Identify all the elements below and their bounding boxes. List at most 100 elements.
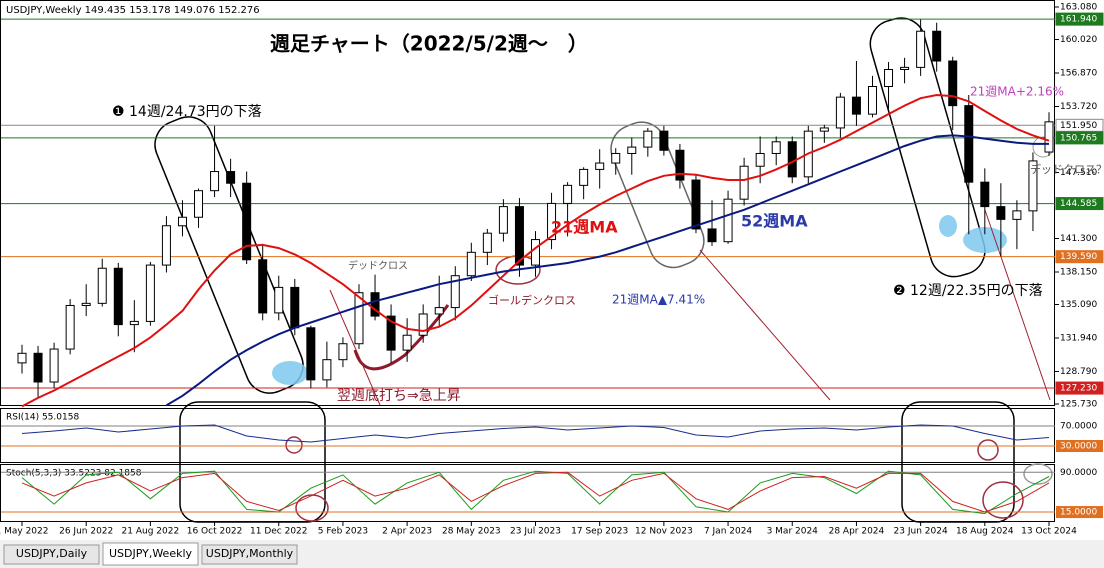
level-label: 151.950 — [1060, 121, 1097, 131]
candle-body — [194, 190, 204, 218]
candle-body — [466, 251, 476, 277]
level-label-bg — [1056, 506, 1103, 519]
level-label: 30.0000 — [1060, 442, 1097, 452]
level-label: 144.585 — [1060, 199, 1097, 209]
x-tick-label: 1 May 2022 — [0, 527, 48, 537]
y-tick-label: 125.730 — [1060, 400, 1097, 410]
candle-body — [306, 327, 316, 381]
ma-line — [165, 134, 1049, 407]
candle-body — [434, 307, 444, 315]
bottom-mark — [272, 361, 308, 385]
level-label-bg — [1056, 466, 1103, 479]
candle-body — [755, 152, 765, 167]
circle — [285, 436, 303, 454]
x-tick-label: 11 Dec 2022 — [250, 527, 308, 537]
panel-box — [179, 401, 326, 523]
candle-body — [33, 352, 43, 383]
y-tick-label: 138.150 — [1060, 267, 1097, 277]
panel-box — [901, 401, 1015, 523]
candle-body — [65, 304, 75, 350]
candle-body — [851, 96, 861, 115]
candle-body — [980, 181, 990, 208]
candle-body — [129, 320, 139, 326]
y-tick-label: 160.020 — [1060, 35, 1097, 45]
trend-line — [699, 249, 831, 401]
x-tick-label: 16 Oct 2022 — [187, 527, 243, 537]
candle-body — [482, 232, 492, 253]
decline-box — [154, 116, 304, 394]
stoch-line — [21, 471, 1050, 513]
candle-body — [611, 152, 621, 164]
circle — [977, 439, 999, 461]
chart-title: 週足チャート（2022/5/2週～ ） — [270, 32, 588, 56]
candle-body — [210, 171, 220, 192]
ma-line — [21, 93, 1050, 408]
candle-body — [964, 105, 974, 183]
stoch-panel — [0, 464, 1055, 522]
bottom-mark — [963, 227, 1007, 253]
candle-body — [338, 343, 348, 361]
candle-body — [274, 286, 284, 314]
candle-body — [514, 206, 524, 266]
level-label: 70.0000 — [1060, 422, 1097, 432]
x-tick-label: 23 Jul 2023 — [510, 527, 561, 537]
candle-body — [1028, 160, 1038, 212]
tab-label[interactable]: USDJPY,Daily — [16, 547, 88, 560]
tab-label[interactable]: USDJPY,Weekly — [109, 547, 193, 560]
candle-body — [322, 359, 332, 381]
candle-body — [354, 292, 364, 345]
candle-body — [258, 259, 268, 314]
y-tick-label: 135.090 — [1060, 300, 1097, 310]
candle-body — [450, 275, 460, 309]
x-tick-label: 2 Apr 2023 — [382, 527, 432, 537]
annotation: ❶ 14週/24.73円の下落 — [112, 104, 262, 120]
candle-body — [1012, 210, 1022, 220]
tab[interactable] — [102, 542, 199, 566]
candle-body — [787, 141, 797, 178]
x-tick-label: 28 Apr 2024 — [829, 527, 885, 537]
decline-box — [869, 17, 986, 278]
candle-body — [771, 141, 781, 154]
y-tick-label: 147.510 — [1060, 168, 1097, 178]
candle-body — [707, 228, 717, 243]
candle-body — [113, 267, 123, 326]
rsi-panel — [0, 408, 1055, 463]
x-tick-label: 5 Feb 2023 — [318, 527, 368, 537]
annotation: デッドクロス — [348, 259, 408, 272]
drawings — [154, 17, 1054, 523]
tab[interactable] — [201, 544, 298, 565]
candle-body — [819, 127, 829, 132]
candle-body — [723, 198, 733, 243]
candle-body — [402, 334, 412, 351]
candle-body — [242, 182, 252, 261]
candle-body — [563, 184, 573, 204]
candle-body — [643, 130, 653, 148]
x-tick-label: 21 Aug 2022 — [122, 527, 180, 537]
candle-body — [498, 206, 508, 234]
candle-body — [17, 352, 27, 364]
circle — [1023, 463, 1053, 485]
level-label: 90.0000 — [1060, 468, 1097, 478]
candle-body — [932, 30, 942, 62]
annotation: 21週MA▲7.41% — [612, 293, 705, 307]
x-tick-label: 7 Jan 2024 — [704, 527, 752, 537]
x-tick-label: 17 Sep 2023 — [571, 527, 628, 537]
x-tick-label: 23 Jun 2024 — [894, 527, 948, 537]
candle-body — [916, 30, 926, 68]
candle-body — [659, 130, 669, 151]
candle-body — [386, 315, 396, 351]
tab[interactable] — [3, 544, 100, 565]
annotation: 52週MA — [741, 212, 808, 231]
candle-body — [835, 96, 845, 129]
level-label-bg — [1056, 440, 1103, 452]
annotation: 翌週底打ち⇒急上昇 — [337, 387, 461, 404]
tab-label[interactable]: USDJPY,Monthly — [206, 547, 294, 560]
candle-body — [627, 146, 637, 154]
candle-body — [675, 149, 685, 181]
level-label-bg — [1055, 118, 1104, 132]
level-label-bg — [1055, 250, 1104, 264]
header: USDJPY,Weekly 149.435 153.178 149.076 15… — [6, 5, 260, 16]
candle-body — [900, 66, 910, 70]
candle-body — [418, 313, 428, 336]
candle-body — [531, 239, 540, 266]
